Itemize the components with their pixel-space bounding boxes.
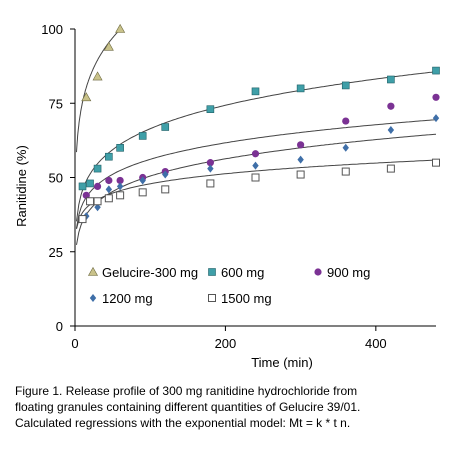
data-point: [105, 176, 113, 185]
legend-label: 600 mg: [221, 265, 264, 280]
data-point: [206, 159, 214, 167]
data-point: [386, 164, 395, 173]
data-point: [138, 188, 147, 197]
data-point: [115, 23, 126, 33]
data-point: [93, 197, 102, 206]
data-point: [341, 167, 350, 176]
legend-marker: [87, 266, 99, 276]
legend-label: 900 mg: [327, 265, 370, 280]
data-point: [206, 179, 215, 188]
legend-marker: [208, 294, 216, 302]
data-point: [103, 41, 114, 51]
data-point: [104, 194, 113, 203]
caption-line-2: floating granules containing different q…: [15, 400, 361, 414]
data-point: [297, 155, 304, 164]
data-point: [81, 92, 92, 102]
legend-label: Gelucire-300 mg: [102, 265, 198, 280]
data-point: [138, 132, 147, 140]
data-point: [86, 179, 94, 188]
data-point: [251, 150, 260, 158]
data-point: [387, 102, 395, 110]
legend-marker: [89, 294, 97, 302]
data-point: [432, 93, 440, 101]
data-point: [116, 182, 124, 191]
data-point: [116, 176, 124, 185]
y-tick-label: 100: [41, 22, 63, 37]
data-point: [139, 176, 146, 185]
y-tick-label: 75: [49, 96, 63, 111]
y-tick-label: 0: [56, 319, 63, 334]
data-point: [161, 123, 170, 131]
data-point: [432, 158, 440, 167]
data-point: [93, 182, 102, 191]
figure-caption: Figure 1. Release profile of 300 mg rani…: [15, 383, 455, 431]
x-tick-label: 0: [71, 336, 78, 351]
chart-svg: 0 25 50 75 100 0 200 400 Gelucire-300 mg 600 mg 90…: [14, 22, 440, 370]
plot-area: 0 25 50 75 100 0 200 400 Gelucire-300 mg 600 mg 90…: [41, 22, 440, 351]
y-tick-label: 50: [49, 171, 63, 186]
data-point: [78, 182, 87, 191]
regression-curve: [76, 28, 122, 153]
data-point: [341, 81, 350, 90]
data-point: [105, 185, 113, 194]
data-point: [387, 125, 395, 134]
data-point: [432, 114, 440, 123]
legend-label: 1500 mg: [221, 291, 272, 306]
data-point: [296, 170, 305, 179]
legend-marker: [314, 268, 322, 276]
data-point: [251, 173, 260, 182]
y-tick-label: 25: [49, 245, 63, 260]
data-point: [387, 75, 395, 84]
data-point: [116, 191, 125, 200]
data-point: [432, 66, 440, 75]
y-axis-title: Ranitidine (%): [14, 145, 29, 227]
data-point: [252, 161, 259, 170]
data-point: [342, 143, 349, 152]
x-tick-label: 200: [215, 336, 237, 351]
regression-curve: [76, 71, 437, 222]
data-point: [162, 170, 169, 179]
caption-line-3: Calculated regressions with the exponent…: [15, 416, 351, 430]
data-point: [116, 144, 124, 152]
data-point: [78, 215, 87, 224]
data-point: [105, 152, 113, 161]
data-point: [82, 191, 90, 199]
regression-curve: [76, 159, 437, 230]
data-point: [206, 105, 215, 113]
data-point: [342, 117, 350, 125]
x-axis-title: Time (min): [251, 355, 313, 370]
data-point: [297, 141, 305, 149]
data-point: [296, 84, 305, 93]
caption-line-1: Figure 1. Release profile of 300 mg rani…: [15, 384, 358, 398]
data-point: [161, 185, 170, 194]
data-point: [86, 197, 95, 206]
data-point: [92, 71, 103, 81]
data-point: [93, 164, 102, 173]
legend-marker: [208, 268, 216, 276]
legend-label: 1200 mg: [102, 291, 153, 306]
data-point: [207, 164, 214, 173]
x-tick-label: 400: [365, 336, 387, 351]
data-point: [251, 87, 260, 96]
regression-curve: [76, 119, 437, 229]
